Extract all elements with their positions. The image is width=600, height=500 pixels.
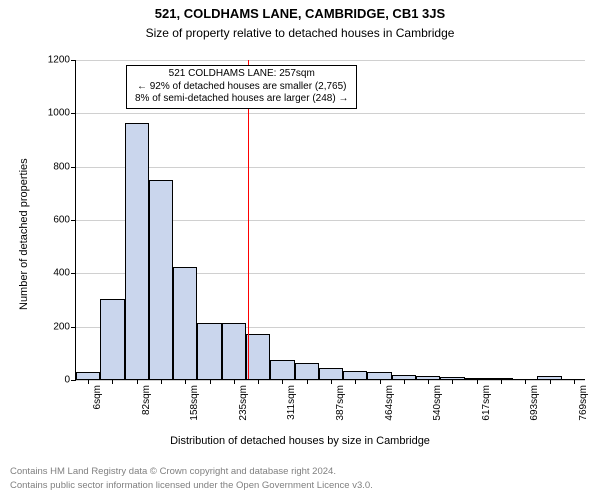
plot-area: 0200400600800100012006sqm82sqm158sqm235s… (75, 60, 585, 380)
x-axis-label: Distribution of detached houses by size … (0, 435, 600, 447)
xtick-mark (307, 379, 308, 384)
xtick-mark (452, 379, 453, 384)
ytick-label: 1000 (48, 108, 76, 119)
ytick-label: 1200 (48, 55, 76, 66)
histogram-bar (319, 368, 343, 379)
xtick-label: 769sqm (578, 385, 589, 421)
annotation-box: 521 COLDHAMS LANE: 257sqm ← 92% of detac… (126, 65, 357, 109)
xtick-label: 540sqm (432, 385, 443, 421)
xtick-label: 235sqm (238, 385, 249, 421)
xtick-mark (185, 379, 186, 384)
ytick-label: 200 (53, 321, 76, 332)
xtick-mark (380, 379, 381, 384)
histogram-bar (76, 372, 100, 379)
xtick-mark (88, 379, 89, 384)
histogram-bar (270, 360, 294, 379)
ytick-label: 400 (53, 268, 76, 279)
histogram-bar (197, 323, 221, 379)
y-axis-label: Number of detached properties (18, 158, 30, 310)
xtick-mark (428, 379, 429, 384)
xtick-mark (404, 379, 405, 384)
annotation-line-2: ← 92% of detached houses are smaller (2,… (135, 81, 348, 94)
histogram-bar (295, 363, 319, 379)
histogram-bar (173, 267, 197, 379)
xtick-label: 311sqm (286, 385, 297, 420)
ytick-label: 800 (53, 161, 76, 172)
ytick-label: 0 (64, 375, 76, 386)
xtick-mark (525, 379, 526, 384)
xtick-mark (331, 379, 332, 384)
grid-line (76, 60, 585, 61)
chart-title: 521, COLDHAMS LANE, CAMBRIDGE, CB1 3JS (0, 6, 600, 21)
footer-line-1: Contains HM Land Registry data © Crown c… (10, 466, 336, 477)
annotation-line-1: 521 COLDHAMS LANE: 257sqm (135, 68, 348, 81)
xtick-label: 693sqm (529, 385, 540, 421)
xtick-mark (501, 379, 502, 384)
xtick-mark (355, 379, 356, 384)
histogram-bar (367, 372, 391, 379)
xtick-mark (574, 379, 575, 384)
histogram-bar (246, 334, 270, 379)
xtick-mark (550, 379, 551, 384)
xtick-label: 82sqm (141, 385, 152, 415)
ytick-label: 600 (53, 215, 76, 226)
chart-subtitle: Size of property relative to detached ho… (0, 26, 600, 40)
xtick-label: 387sqm (335, 385, 346, 421)
annotation-line-3: 8% of semi-detached houses are larger (2… (135, 93, 348, 106)
xtick-mark (234, 379, 235, 384)
histogram-bar (343, 371, 367, 379)
xtick-mark (161, 379, 162, 384)
xtick-label: 6sqm (92, 385, 103, 409)
xtick-mark (112, 379, 113, 384)
footer-line-2: Contains public sector information licen… (10, 480, 373, 491)
xtick-label: 617sqm (481, 385, 492, 421)
histogram-bar (222, 323, 246, 379)
histogram-bar (149, 180, 173, 379)
histogram-bar (125, 123, 149, 379)
xtick-label: 464sqm (384, 385, 395, 421)
xtick-mark (282, 379, 283, 384)
xtick-mark (210, 379, 211, 384)
xtick-label: 158sqm (189, 385, 200, 421)
grid-line (76, 167, 585, 168)
xtick-mark (258, 379, 259, 384)
xtick-mark (137, 379, 138, 384)
xtick-mark (477, 379, 478, 384)
grid-line (76, 113, 585, 114)
histogram-bar (100, 299, 124, 379)
